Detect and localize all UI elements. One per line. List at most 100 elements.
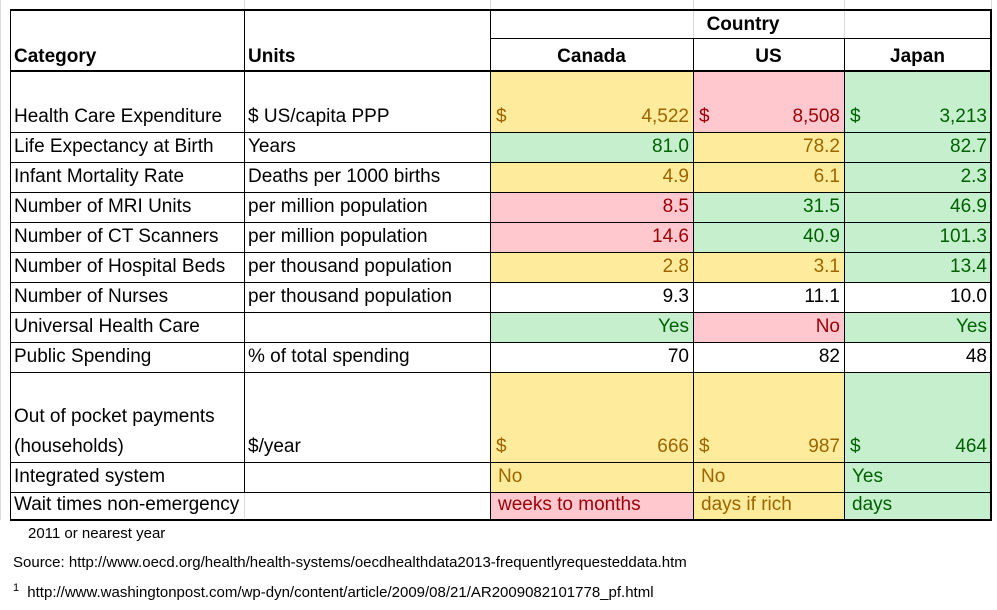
units-cell[interactable]: Deaths per 1000 births	[248, 166, 441, 187]
us-value-cell[interactable]: days if rich	[693, 492, 844, 520]
japan-value: days	[852, 494, 893, 515]
us-value-cell[interactable]: 31.5	[693, 192, 844, 222]
japan-value: 3,213	[939, 106, 987, 127]
reference-footnote[interactable]: 1 http://www.washingtonpost.com/wp-dyn/c…	[13, 582, 654, 601]
year-footnote[interactable]: 2011 or nearest year	[28, 525, 166, 542]
canada-value-cell[interactable]: 666 $	[490, 372, 693, 462]
units-cell[interactable]: Years	[248, 136, 296, 157]
japan-value-cell[interactable]: 3,213 $	[844, 72, 991, 132]
canada-value-cell[interactable]: 14.6	[490, 222, 693, 252]
country-header[interactable]: Country	[706, 14, 780, 35]
us-value: 8,508	[792, 106, 840, 127]
source-footnote[interactable]: Source: http://www.oecd.org/health/healt…	[13, 554, 687, 571]
us-value-cell[interactable]: 78.2	[693, 132, 844, 162]
units-cell[interactable]: per million population	[248, 226, 428, 247]
japan-value-cell[interactable]: Yes	[844, 312, 991, 342]
units-cell[interactable]	[244, 462, 490, 492]
us-value: 40.9	[803, 226, 840, 247]
units-cell[interactable]: per thousand population	[248, 256, 452, 277]
japan-value-cell[interactable]: 101.3	[844, 222, 991, 252]
japan-value-cell[interactable]: 13.4	[844, 252, 991, 282]
canada-value: 9.3	[662, 286, 689, 307]
canada-currency-sign: $	[496, 436, 507, 457]
units-cell[interactable]: per million population	[248, 196, 428, 217]
us-value-cell[interactable]: 11.1	[693, 282, 844, 312]
canada-value: 4,522	[641, 106, 689, 127]
category-cell[interactable]: Number of MRI Units	[14, 196, 192, 217]
category-cell[interactable]: Health Care Expenditure	[14, 106, 223, 127]
canada-value: 2.8	[662, 256, 689, 277]
category-cell[interactable]: (households)	[14, 436, 124, 457]
units-cell[interactable]: $/year	[248, 436, 301, 457]
japan-column-header[interactable]: Japan	[890, 46, 945, 67]
japan-value-cell[interactable]: Yes	[844, 462, 991, 492]
japan-value-cell[interactable]: 10.0	[844, 282, 991, 312]
us-value-cell[interactable]: 6.1	[693, 162, 844, 192]
japan-value-cell[interactable]: days	[844, 492, 991, 520]
canada-us-border	[693, 38, 694, 521]
row-border	[10, 222, 991, 223]
category-cell[interactable]: Infant Mortality Rate	[14, 166, 185, 187]
canada-value-cell[interactable]: 81.0	[490, 132, 693, 162]
category-cell[interactable]: Universal Health Care	[14, 316, 200, 337]
category-cell[interactable]: Integrated system	[14, 466, 166, 487]
us-value: 82	[818, 346, 840, 367]
japan-value: 82.7	[950, 136, 987, 157]
units-cell[interactable]: $ US/capita PPP	[248, 106, 390, 127]
japan-value-cell[interactable]: 48	[844, 342, 991, 372]
category-cell-line1[interactable]: Out of pocket payments	[14, 406, 215, 427]
us-value: 31.5	[803, 196, 840, 217]
canada-value-cell[interactable]: 2.8	[490, 252, 693, 282]
units-cell[interactable]	[244, 312, 490, 342]
reference-marker: 1	[13, 582, 20, 594]
units-values-border	[490, 9, 491, 521]
japan-value-cell[interactable]: 2.3	[844, 162, 991, 192]
canada-value: 4.9	[662, 166, 689, 187]
category-cell[interactable]: Number of CT Scanners	[14, 226, 219, 247]
units-header[interactable]: Units	[248, 46, 296, 67]
us-value-cell[interactable]: 3.1	[693, 252, 844, 282]
canada-currency-sign: $	[496, 106, 507, 127]
us-value: 6.1	[813, 166, 840, 187]
us-value-cell[interactable]: 8,508 $	[693, 72, 844, 132]
row-border	[10, 372, 991, 373]
japan-value: 101.3	[939, 226, 987, 247]
canada-value-cell[interactable]: 9.3	[490, 282, 693, 312]
category-cell[interactable]: Number of Hospital Beds	[14, 256, 226, 277]
row-border	[10, 282, 991, 283]
us-value-cell[interactable]: 82	[693, 342, 844, 372]
us-value-cell[interactable]: 40.9	[693, 222, 844, 252]
japan-value: 464	[955, 436, 987, 457]
canada-value-cell[interactable]: Yes	[490, 312, 693, 342]
canada-value-cell[interactable]: 4.9	[490, 162, 693, 192]
category-cell[interactable]: Wait times non-emergency	[14, 494, 240, 515]
japan-value-cell[interactable]: 46.9	[844, 192, 991, 222]
japan-currency-sign: $	[850, 436, 861, 457]
category-cell[interactable]: Number of Nurses	[14, 286, 169, 307]
units-cell[interactable]: per thousand population	[248, 286, 452, 307]
us-value-cell[interactable]: No	[693, 462, 844, 492]
japan-value: 2.3	[960, 166, 987, 187]
row-border	[10, 132, 991, 133]
canada-value-cell[interactable]: weeks to months	[490, 492, 693, 520]
category-cell[interactable]: Life Expectancy at Birth	[14, 136, 214, 157]
canada-value-cell[interactable]: 70	[490, 342, 693, 372]
canada-value-cell[interactable]: No	[490, 462, 693, 492]
japan-currency-sign: $	[850, 106, 861, 127]
row-border	[10, 462, 991, 463]
japan-value: Yes	[956, 316, 987, 337]
us-value-cell[interactable]: No	[693, 312, 844, 342]
us-column-header[interactable]: US	[755, 46, 782, 67]
reference-url: http://www.washingtonpost.com/wp-dyn/con…	[27, 584, 654, 601]
category-header[interactable]: Category	[14, 46, 97, 67]
canada-column-header[interactable]: Canada	[557, 46, 626, 67]
row-border	[10, 252, 991, 253]
units-cell[interactable]: % of total spending	[248, 346, 410, 367]
canada-value-cell[interactable]: 8.5	[490, 192, 693, 222]
canada-value-cell[interactable]: 4,522 $	[490, 72, 693, 132]
japan-value-cell[interactable]: 82.7	[844, 132, 991, 162]
japan-value-cell[interactable]: 464 $	[844, 372, 991, 462]
category-cell[interactable]: Public Spending	[14, 346, 152, 367]
us-value-cell[interactable]: 987 $	[693, 372, 844, 462]
